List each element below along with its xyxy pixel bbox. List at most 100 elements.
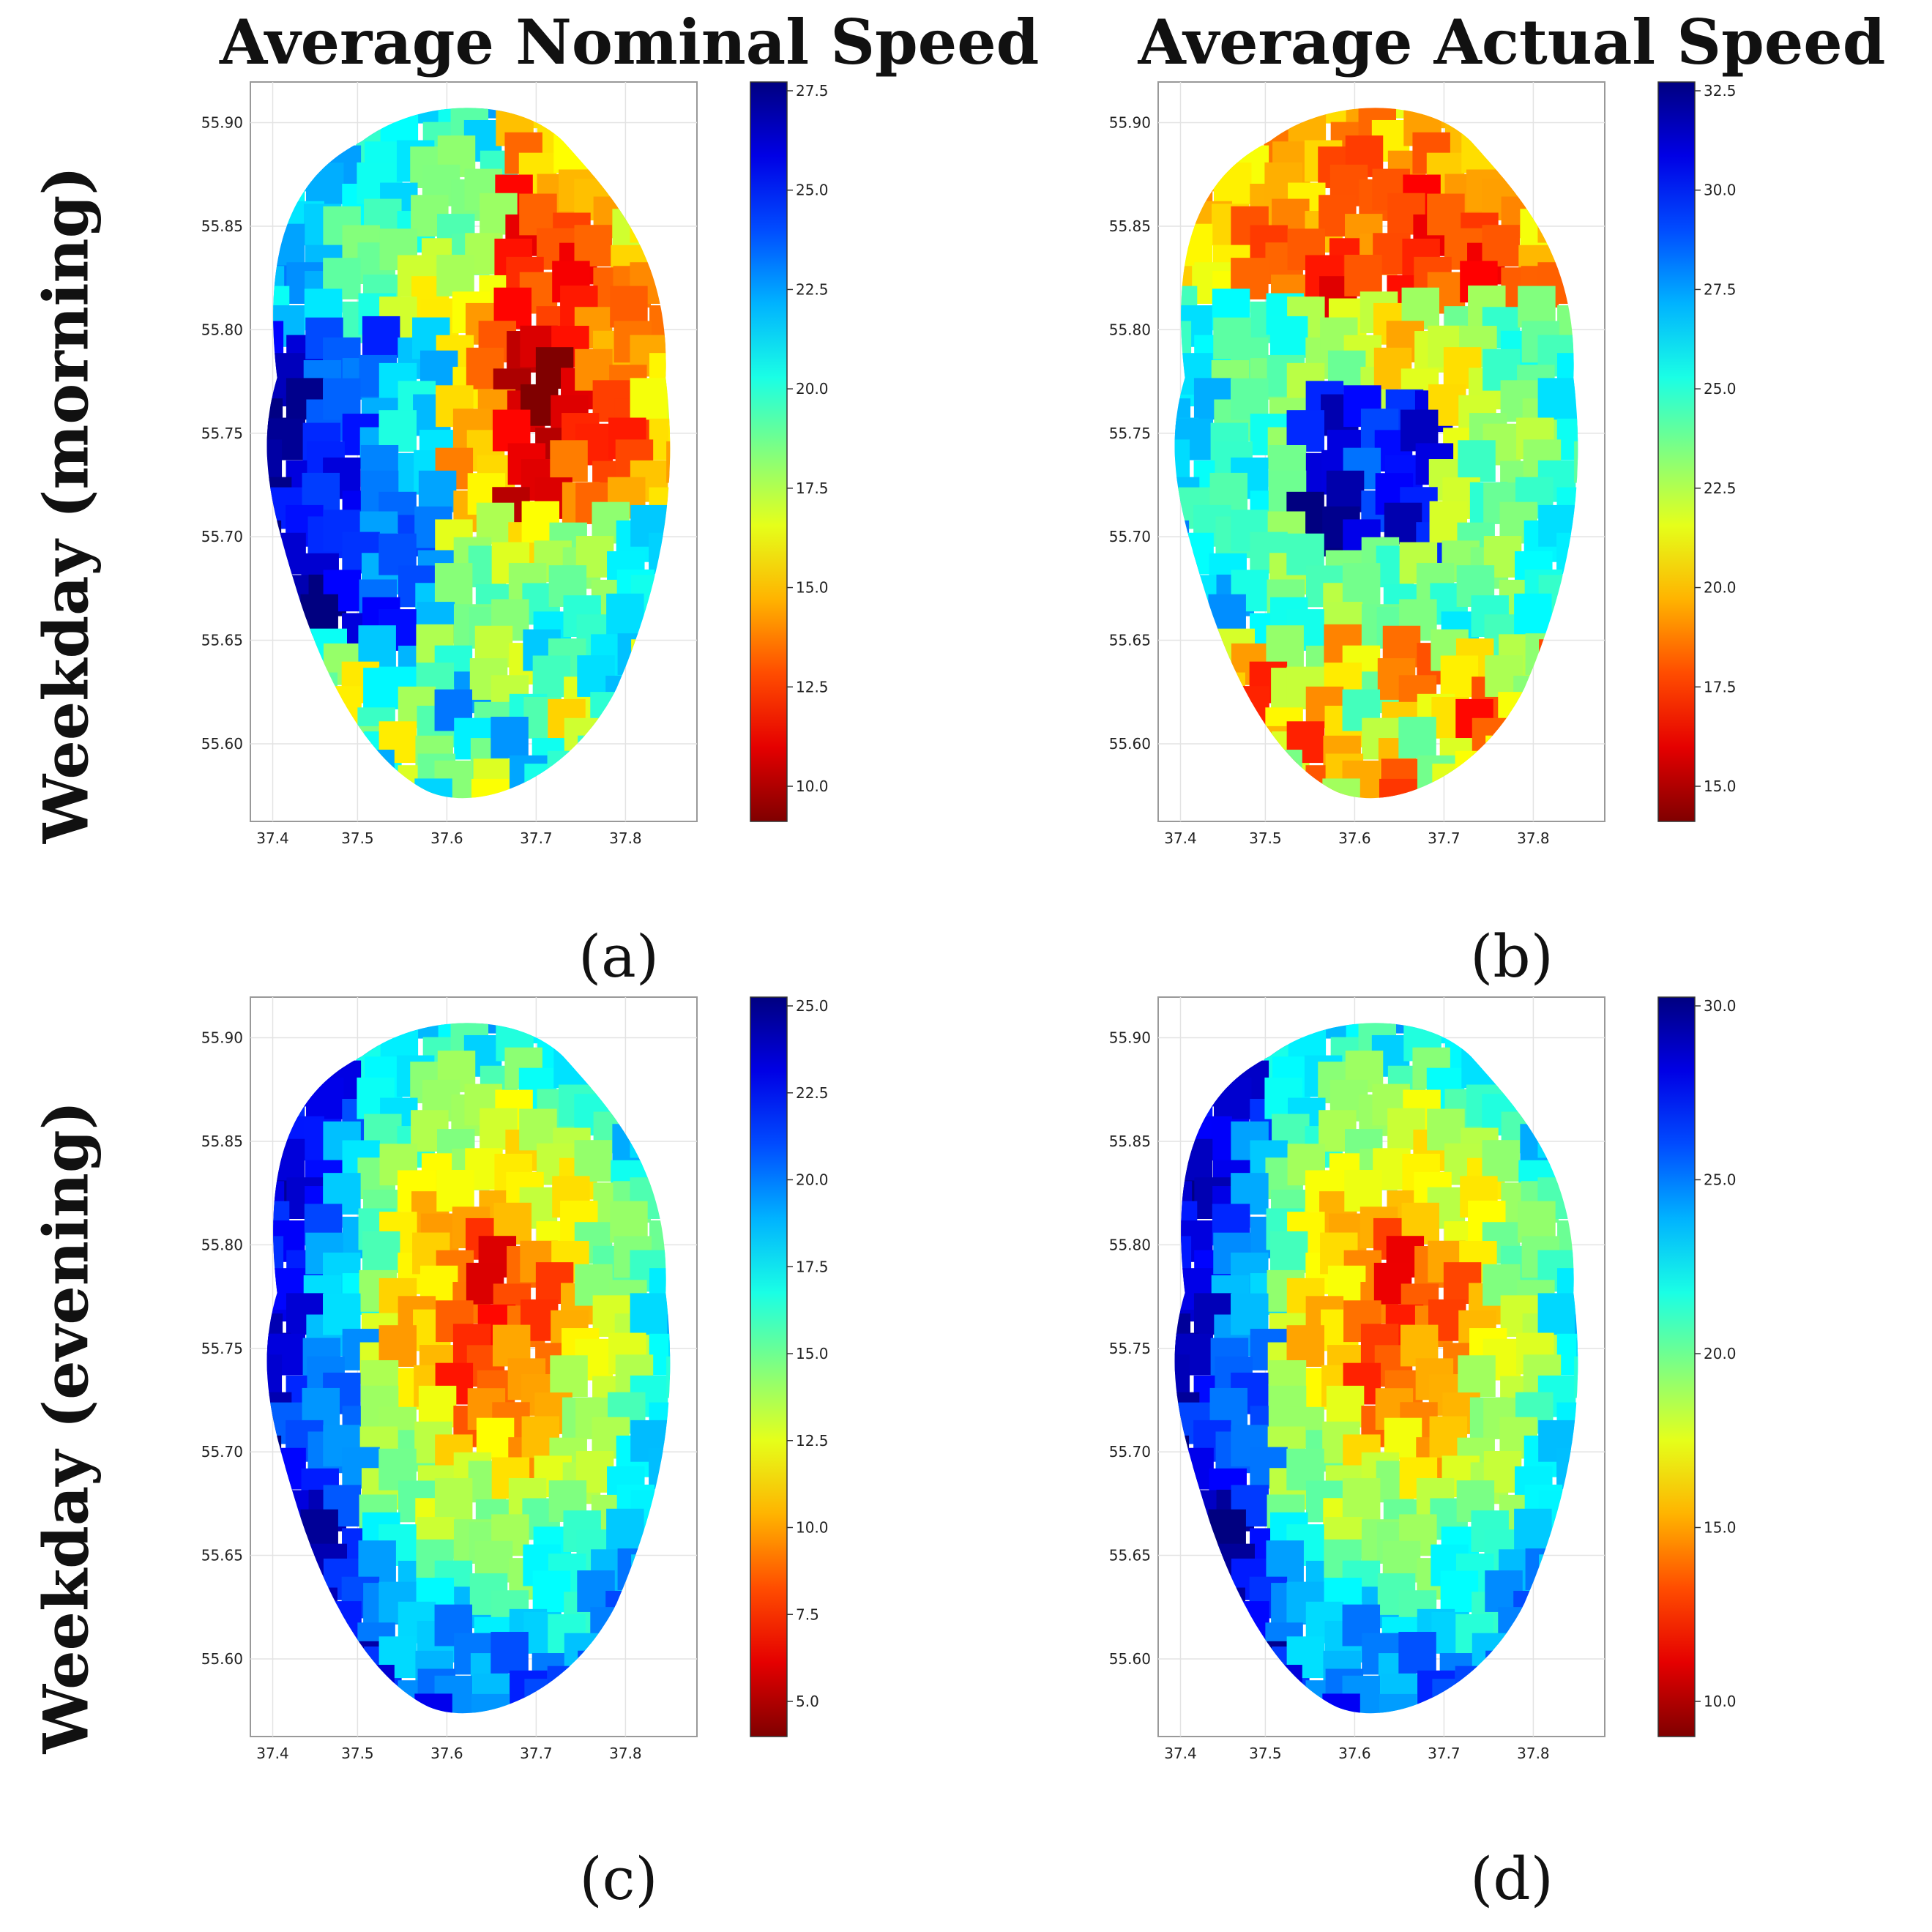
x-tick-label: 37.4 [1164, 1745, 1197, 1762]
district-cell [434, 563, 473, 605]
map-panel-c-svg: 37.4 37.5 37.6 37.7 37.8 55.90 55.85 55.80 55.75… [201, 996, 829, 1762]
y-tick-label: 55.70 [201, 1443, 243, 1461]
x-tick-label: 37.5 [341, 1745, 374, 1762]
y-tick-label: 55.65 [1109, 1547, 1151, 1564]
district-cell [630, 1293, 668, 1335]
colorbar-tick-label: 25.0 [1704, 380, 1737, 398]
district-cell [1518, 1201, 1556, 1243]
x-tick-label: 37.7 [1428, 1745, 1461, 1762]
y-tick-label: 55.75 [1109, 1340, 1151, 1357]
district-cell [666, 1356, 671, 1398]
district-cell [1398, 717, 1436, 758]
y-tick-label: 55.85 [201, 1133, 243, 1150]
district-cell [434, 1478, 473, 1520]
colorbar-tick-label: 15.0 [796, 579, 829, 597]
district-cell [491, 1632, 529, 1674]
district-cell [606, 593, 644, 635]
y-tick-label: 55.65 [201, 1547, 243, 1564]
colorbar-tick-label: 27.5 [1704, 280, 1737, 298]
colorbar-tick-label: 12.5 [796, 678, 829, 695]
district-cell [1344, 254, 1382, 296]
colorbar [750, 81, 788, 822]
district-cell [1326, 1385, 1365, 1428]
district-cell [1398, 1632, 1436, 1674]
y-tick-label: 55.90 [201, 1029, 243, 1047]
x-tick-label: 37.7 [520, 1745, 553, 1762]
colorbar-tick-label: 7.5 [796, 1605, 819, 1623]
district-cell [436, 254, 474, 296]
colorbar-tick-label: 20.0 [1704, 1345, 1737, 1362]
panel-label-c: (c) [579, 1845, 658, 1913]
x-tick-label: 37.6 [430, 829, 463, 847]
district-cell [1231, 1293, 1269, 1335]
colorbar-tick-label: 32.5 [1704, 82, 1737, 100]
colorbar-tick-label: 20.0 [796, 380, 829, 398]
district-cell [1537, 378, 1576, 420]
district-cell [1269, 1231, 1308, 1273]
y-tick-label: 55.80 [201, 1236, 243, 1253]
district-cell [323, 1293, 361, 1335]
colorbar [1657, 996, 1696, 1737]
x-tick-label: 37.4 [256, 1745, 289, 1762]
colorbar-tick-label: 10.0 [796, 1519, 829, 1537]
district-cell [1326, 470, 1365, 512]
colorbar-tick-label: 10.0 [1704, 1693, 1737, 1710]
district-cell [1231, 378, 1269, 420]
district-cell [1286, 1325, 1324, 1367]
district-cell [436, 1169, 474, 1212]
column-title-actual: Average Actual Speed [1138, 6, 1886, 78]
map-panel-d-svg: 37.4 37.5 37.6 37.7 37.8 55.90 55.85 55.80 55.75… [1109, 996, 1737, 1762]
district-cell [378, 1325, 417, 1367]
colorbar-tick-label: 22.5 [796, 280, 829, 298]
row-title-evening: Weekday (evening) [29, 1100, 102, 1754]
colorbar-tick-label: 15.0 [796, 1345, 829, 1362]
y-tick-label: 55.85 [1109, 217, 1151, 235]
district-cell [358, 1540, 396, 1583]
district-cell [1266, 625, 1304, 668]
colorbar-tick-label: 25.0 [796, 997, 829, 1015]
district-cell [574, 1140, 612, 1182]
x-tick-label: 37.6 [430, 1745, 463, 1762]
y-tick-label: 55.65 [1109, 632, 1151, 649]
panel-label-b: (b) [1470, 922, 1554, 991]
district-cell [1344, 1169, 1382, 1212]
row-title-morning: Weekday (morning) [29, 165, 102, 844]
colorbar-tick-label: 20.0 [1704, 579, 1737, 597]
panel-label-a: (a) [578, 922, 660, 991]
district-cell [1342, 563, 1381, 605]
district-cell [1342, 1478, 1381, 1520]
colorbar-tick-label: 5.0 [796, 1693, 819, 1710]
y-tick-label: 55.85 [201, 217, 243, 235]
y-tick-label: 55.60 [1109, 1650, 1151, 1668]
district-cell [1537, 1293, 1576, 1335]
colorbar-tick-label: 22.5 [796, 1084, 829, 1102]
district-cell [1458, 1355, 1496, 1398]
y-tick-label: 55.60 [201, 735, 243, 753]
x-tick-label: 37.5 [1249, 1745, 1282, 1762]
district-cell [1574, 1356, 1578, 1398]
district-cell [666, 441, 671, 483]
district-cell [323, 378, 361, 420]
y-tick-label: 55.65 [201, 632, 243, 649]
colorbar-tick-label: 10.0 [796, 777, 829, 795]
district-cell [1174, 439, 1190, 482]
colorbar-tick-label: 15.0 [1704, 1519, 1737, 1537]
y-tick-label: 55.80 [1109, 1236, 1151, 1253]
y-tick-label: 55.90 [1109, 1029, 1151, 1047]
colorbar-tick-label: 20.0 [796, 1171, 829, 1189]
x-tick-label: 37.8 [1517, 829, 1550, 847]
district-cell [358, 625, 396, 668]
map-panel-a: 37.4 37.5 37.6 37.7 37.8 55.90 55.85 55.80 55.75… [183, 73, 1062, 915]
district-cell [266, 1354, 283, 1397]
y-tick-label: 55.60 [1109, 735, 1151, 753]
district-cell [1518, 286, 1556, 328]
district-cell [1574, 441, 1578, 483]
colorbar-tick-label: 30.0 [1704, 997, 1737, 1015]
x-tick-label: 37.8 [1517, 1745, 1550, 1762]
x-tick-label: 37.5 [341, 829, 374, 847]
map-panel-b-svg: 37.4 37.5 37.6 37.7 37.8 55.90 55.85 55.80 55.75… [1109, 81, 1737, 847]
district-cell [550, 1355, 588, 1398]
colorbar-tick-label: 22.5 [1704, 480, 1737, 497]
y-tick-label: 55.75 [1109, 425, 1151, 442]
y-tick-label: 55.90 [1109, 114, 1151, 132]
